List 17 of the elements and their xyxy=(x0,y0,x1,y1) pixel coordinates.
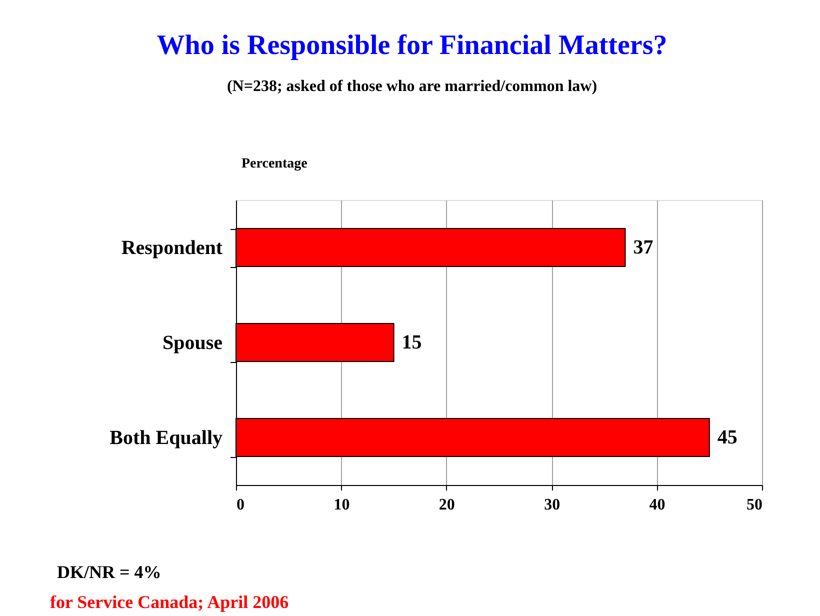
x-tick-label: 30 xyxy=(544,496,560,514)
chart-title: Who is Responsible for Financial Matters? xyxy=(156,30,668,61)
y-tick-label: Respondent xyxy=(121,237,223,259)
chart-subtitle: (N=238; asked of those who are married/common law) xyxy=(226,78,598,95)
x-tick-label: 40 xyxy=(649,496,666,514)
text: for Service Canada; April 2006 xyxy=(50,592,289,612)
x-tick-label: 20 xyxy=(438,496,455,514)
text: DK/NR = 4% xyxy=(57,562,162,582)
y-tick-label: Both Equally xyxy=(110,427,222,449)
data-label: 15 xyxy=(402,332,422,354)
data-label: 37 xyxy=(633,236,654,258)
x-tick-label: 0 xyxy=(236,496,244,514)
x-axis-title: Percentage xyxy=(242,156,308,172)
y-tick-label: Spouse xyxy=(162,332,223,354)
data-label: 45 xyxy=(717,426,738,448)
x-tick-label: 50 xyxy=(746,496,762,514)
x-tick-label: 10 xyxy=(334,496,350,514)
